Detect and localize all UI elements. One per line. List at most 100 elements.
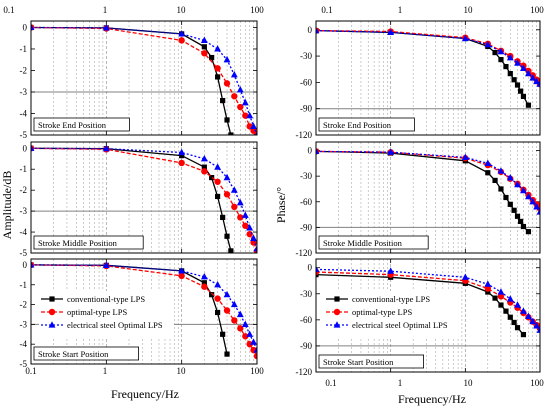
data-point [253,352,257,360]
data-point [503,194,509,201]
top-tick-label: 100 [250,5,264,15]
data-point [484,40,492,48]
data-point [200,273,208,280]
left-bottom-tick-labels: 0.1 1 10 100 [25,366,264,376]
data-point [536,326,540,333]
data-point [485,170,491,176]
series-line [31,264,228,355]
series-line [31,264,257,357]
y-tick-label: -120 [296,248,313,258]
data-point [102,24,110,31]
panel-title-box [318,354,424,369]
data-point [254,131,257,135]
data-point [102,261,110,268]
series-line [31,264,257,351]
data-point [514,325,521,331]
data-point [316,26,320,34]
y-tick-label: -120 [296,130,313,140]
data-point [461,34,469,42]
panel-frame [315,258,541,373]
data-point [230,300,238,308]
data-point [520,332,527,338]
y-tick-label: -5 [20,248,28,258]
data-point [215,193,221,200]
y-tick-label: -2 [20,300,28,310]
y-tick-label: 0 [308,263,313,273]
data-point [178,37,185,44]
data-point [231,317,238,324]
data-point [179,153,185,159]
bottom-tick-label: 10 [177,366,187,376]
data-point [201,283,208,290]
left-y-axis-label: Amplitude/dB [0,171,14,240]
data-point [223,191,231,198]
legend: conventional-type LPS optimal-type LPS ele… [39,291,174,337]
data-point [484,159,492,166]
data-point [237,103,244,111]
data-point [236,310,244,318]
data-point [231,203,238,211]
data-point [506,174,514,181]
data-point [214,45,222,52]
y-tick-label: -3 [20,87,28,97]
data-point [461,273,469,280]
y-tick-label: -60 [300,77,312,87]
data-point [241,211,249,218]
data-point [387,28,395,35]
top-tick-label: 1 [103,5,108,15]
panel-frame [315,20,541,136]
y-tick-label: -1 [20,44,28,54]
data-point [518,218,524,225]
data-point [224,351,230,357]
legend-marker [48,321,56,328]
data-point [498,186,504,192]
data-point [214,178,221,185]
data-point [214,163,222,170]
data-point [497,167,505,174]
data-point [250,338,257,345]
y-tick-label: -5 [20,359,28,369]
data-point [223,55,231,63]
data-point [525,102,532,108]
panel-6: 0 -30 -60 -90 -120 Stroke Start Position conve… [296,258,541,377]
panel-frame [30,141,258,254]
data-point [228,132,234,135]
data-point [236,198,244,206]
data-point [242,333,249,340]
y-tick-label: -30 [300,171,312,181]
data-point [201,44,207,50]
bottom-tick-label: 1 [103,366,108,376]
data-point [31,144,35,151]
panel-frame [30,20,258,136]
y-tick-label: -4 [20,227,28,237]
data-point [529,74,537,81]
top-tick-label: 10 [177,5,187,15]
data-point [200,154,208,162]
data-point [230,70,238,78]
y-tick-label: -5 [20,130,28,140]
data-point [178,148,186,156]
y-tick-label: -30 [300,51,312,61]
legend-marker [333,308,341,316]
y-tick-label: -90 [300,104,312,114]
data-point [461,153,469,160]
y-tick-label: 0 [308,146,313,156]
data-point [215,74,221,80]
data-point [533,322,540,329]
bottom-tick-label: 0.1 [25,366,36,376]
data-point [246,111,254,119]
data-point [237,325,244,332]
data-point [507,314,513,320]
panel-title: Stroke Middle Position [38,238,118,248]
data-point [220,214,226,220]
y-tick-label: 0 [23,260,28,270]
data-point [514,213,521,219]
data-point [497,47,505,55]
data-point [209,292,215,298]
data-point [178,272,185,280]
data-point [224,233,230,239]
y-tick-label: 0 [23,143,28,153]
data-point [223,173,231,181]
top-tick-label: 10 [464,5,474,15]
series-line [31,147,257,250]
